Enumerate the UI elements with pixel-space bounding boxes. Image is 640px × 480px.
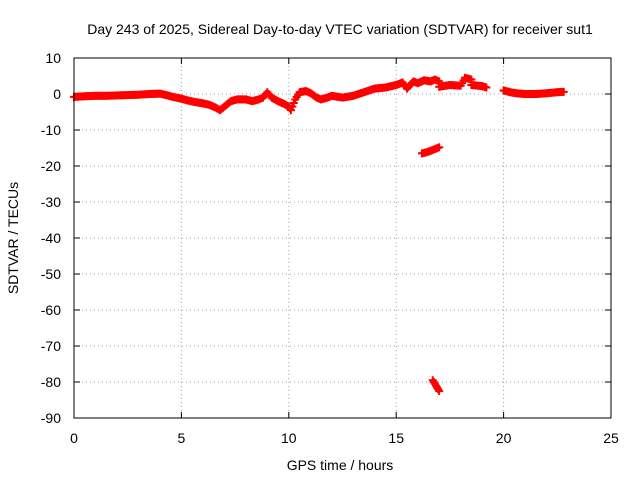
data-point xyxy=(435,387,444,395)
y-tick-label: -60 xyxy=(41,302,61,318)
y-tick-label: 0 xyxy=(53,86,61,102)
y-tick-labels: 10 0 -10 -20 -30 -40 -50 -60 -70 -80 -90 xyxy=(41,50,61,426)
y-tick-label: -50 xyxy=(41,266,61,282)
x-axis-title: GPS time / hours xyxy=(287,457,394,473)
plot-frame xyxy=(73,57,612,419)
data-point xyxy=(482,83,491,92)
y-tick-label: -70 xyxy=(41,338,61,354)
x-tick-label: 0 xyxy=(70,430,78,446)
y-tick-label: -30 xyxy=(41,194,61,210)
y-tick-label: 10 xyxy=(45,50,61,66)
grid-layer xyxy=(74,58,611,418)
x-tick-label: 20 xyxy=(496,430,512,446)
y-axis-title: SDTVAR / TECUs xyxy=(5,182,21,294)
x-tick-label: 25 xyxy=(603,430,619,446)
data-point xyxy=(435,143,444,152)
x-tick-label: 10 xyxy=(281,430,297,446)
y-tick-label: -80 xyxy=(41,374,61,390)
y-tick-label: -40 xyxy=(41,230,61,246)
y-tick-label: -20 xyxy=(41,158,61,174)
y-tick-label: -90 xyxy=(41,410,61,426)
x-tick-label: 15 xyxy=(388,430,404,446)
x-tick-label: 5 xyxy=(178,430,186,446)
data-point xyxy=(559,87,568,96)
y-tick-label: -10 xyxy=(41,122,61,138)
chart-title: Day 243 of 2025, Sidereal Day-to-day VTE… xyxy=(87,21,593,37)
data-points xyxy=(70,73,568,395)
x-tick-labels: 0 5 10 15 20 25 xyxy=(70,430,619,446)
